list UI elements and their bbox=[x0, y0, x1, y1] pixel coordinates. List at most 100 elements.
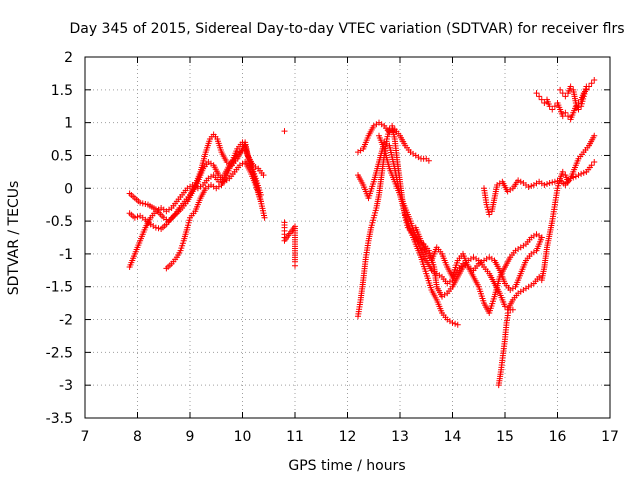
grid-layer bbox=[85, 57, 610, 418]
series-13 bbox=[533, 76, 598, 123]
x-tick-label: 17 bbox=[601, 429, 619, 445]
data-point bbox=[139, 200, 146, 207]
data-point bbox=[591, 76, 598, 83]
data-point bbox=[575, 106, 582, 113]
y-tick-label: -3 bbox=[59, 378, 73, 394]
data-point bbox=[509, 306, 516, 313]
y-tick-label: -2.5 bbox=[46, 345, 73, 361]
series-3 bbox=[163, 139, 264, 272]
data-point bbox=[536, 273, 543, 280]
y-tick-label: 2 bbox=[64, 50, 73, 66]
y-tick-label: -2 bbox=[59, 313, 73, 329]
data-point bbox=[281, 128, 288, 135]
data-point bbox=[567, 83, 574, 90]
data-point bbox=[591, 132, 598, 139]
data-point bbox=[257, 198, 264, 205]
y-tick-label: 1 bbox=[64, 116, 73, 132]
data-point bbox=[562, 93, 569, 100]
x-tick-label: 8 bbox=[133, 429, 142, 445]
data-point bbox=[559, 168, 566, 175]
data-point bbox=[588, 162, 595, 169]
y-tick-label: -0.5 bbox=[46, 214, 73, 230]
x-tick-label: 11 bbox=[286, 429, 304, 445]
series-14 bbox=[557, 83, 590, 113]
data-point bbox=[239, 139, 246, 146]
data-point bbox=[551, 178, 558, 185]
y-tick-label: 0 bbox=[64, 181, 73, 197]
data-point bbox=[549, 179, 556, 186]
data-point bbox=[142, 201, 149, 208]
series-2 bbox=[126, 145, 264, 271]
data-point bbox=[260, 172, 267, 179]
x-tick-label: 13 bbox=[391, 429, 409, 445]
data-point bbox=[549, 106, 556, 113]
x-tick-labels: 7 8 9 10 11 12 13 14 15 16 17 bbox=[81, 429, 619, 445]
data-point bbox=[588, 80, 595, 87]
x-tick-label: 15 bbox=[496, 429, 514, 445]
y-tick-label: -3.5 bbox=[46, 411, 73, 427]
data-point bbox=[541, 99, 548, 106]
data-point bbox=[538, 96, 545, 103]
series-6 bbox=[355, 119, 432, 164]
data-point bbox=[580, 169, 587, 176]
x-tick-label: 7 bbox=[81, 429, 90, 445]
data-point bbox=[536, 93, 543, 100]
data-point bbox=[155, 225, 162, 232]
data-point bbox=[533, 90, 540, 97]
y-tick-label: 0.5 bbox=[51, 148, 73, 164]
data-point bbox=[559, 113, 566, 120]
x-tick-label: 16 bbox=[549, 429, 567, 445]
series-11 bbox=[481, 159, 598, 218]
data-point bbox=[452, 320, 459, 327]
data-point bbox=[562, 109, 569, 116]
data-point bbox=[575, 172, 582, 179]
data-point bbox=[583, 83, 590, 90]
chart-title: Day 345 of 2015, Sidereal Day-to-day VTE… bbox=[69, 21, 624, 37]
y-tick-label: -1 bbox=[59, 247, 73, 263]
data-point bbox=[557, 86, 564, 93]
data-point bbox=[578, 170, 585, 177]
x-tick-label: 9 bbox=[186, 429, 195, 445]
data-point bbox=[505, 309, 512, 316]
data-marks bbox=[126, 76, 598, 389]
data-point bbox=[546, 103, 553, 110]
data-point bbox=[261, 214, 268, 221]
data-point bbox=[559, 90, 566, 97]
data-point bbox=[454, 321, 461, 328]
series-10 bbox=[495, 306, 516, 389]
data-point bbox=[565, 113, 571, 120]
data-point bbox=[449, 319, 456, 326]
data-point bbox=[538, 234, 545, 241]
data-point bbox=[134, 213, 141, 220]
data-point bbox=[551, 103, 558, 110]
y-axis-label: SDTVAR / TECUs bbox=[6, 181, 22, 296]
x-axis-label: GPS time / hours bbox=[288, 458, 405, 474]
data-point bbox=[486, 211, 493, 218]
axis-ticks bbox=[84, 56, 611, 419]
data-point bbox=[515, 177, 522, 184]
series-7 bbox=[355, 139, 461, 328]
data-point bbox=[565, 178, 571, 185]
data-point bbox=[591, 159, 598, 166]
data-point bbox=[528, 182, 535, 189]
data-point bbox=[544, 181, 550, 188]
data-point bbox=[502, 303, 508, 310]
data-point bbox=[152, 224, 159, 231]
x-tick-label: 12 bbox=[339, 429, 357, 445]
series-9 bbox=[412, 224, 545, 316]
data-point bbox=[546, 180, 553, 187]
data-point bbox=[292, 262, 298, 269]
data-point bbox=[425, 157, 432, 164]
data-point bbox=[131, 214, 138, 221]
data-point bbox=[525, 183, 532, 190]
series-4 bbox=[281, 128, 298, 269]
data-point bbox=[541, 181, 548, 188]
x-tick-label: 14 bbox=[444, 429, 462, 445]
x-tick-label: 10 bbox=[234, 429, 252, 445]
data-point bbox=[517, 178, 524, 185]
y-tick-labels: 2 1.5 1 0.5 0 -0.5 -1 -1.5 -2 -2.5 -3 -3.5 bbox=[46, 50, 73, 427]
series-12 bbox=[538, 132, 598, 284]
y-tick-label: 1.5 bbox=[51, 83, 73, 99]
y-tick-label: -1.5 bbox=[46, 280, 73, 296]
